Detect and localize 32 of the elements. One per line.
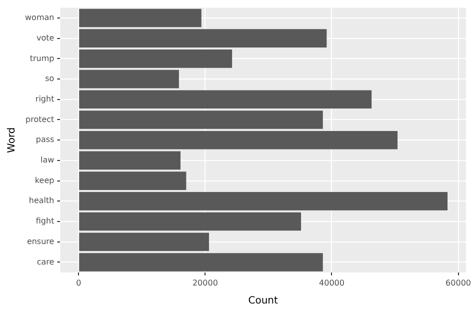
bar [79, 151, 181, 170]
bar [79, 110, 323, 129]
y-tick-label: ensure [26, 236, 54, 246]
y-axis-title: Word [6, 127, 18, 153]
bar [79, 130, 398, 150]
bar [79, 70, 179, 88]
x-tick-label: 60000 [446, 278, 471, 288]
bar [79, 50, 232, 68]
y-tick-label: keep [34, 176, 54, 185]
bar [79, 253, 323, 272]
y-tick-label: woman [25, 13, 54, 22]
bar [79, 29, 327, 48]
bar [79, 8, 202, 28]
y-tick-label: protect [26, 114, 54, 124]
bar [79, 172, 186, 190]
y-tick-label: right [35, 94, 54, 104]
bar [79, 212, 302, 231]
y-tick-label: health [28, 196, 54, 206]
y-tick-label: pass [36, 135, 54, 144]
y-tick-label: law [40, 156, 55, 165]
x-axis-title: Count [248, 296, 278, 307]
y-tick-label: so [45, 74, 54, 84]
bar [79, 232, 209, 252]
bar [79, 90, 372, 109]
x-tick-label: 40000 [319, 278, 344, 288]
y-tick-label: care [36, 257, 54, 266]
y-tick-label: trump [30, 54, 54, 63]
bar [79, 192, 448, 210]
y-tick-label: fight [36, 216, 54, 226]
x-tick-label: 0 [76, 278, 82, 288]
y-tick-label: vote [36, 33, 54, 42]
x-tick-label: 20000 [192, 278, 218, 288]
